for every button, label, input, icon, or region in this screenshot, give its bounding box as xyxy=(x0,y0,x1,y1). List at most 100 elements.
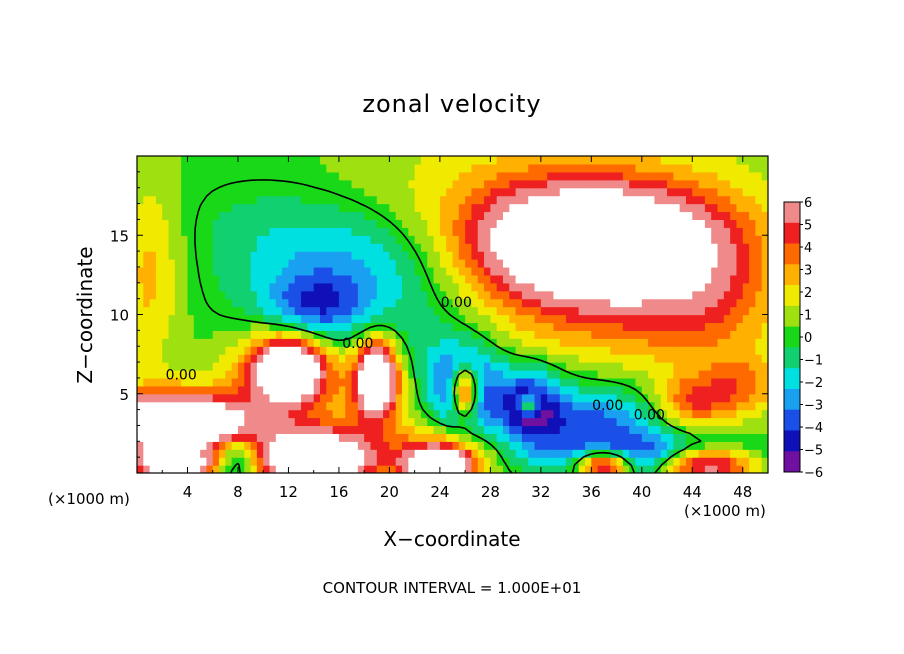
field-cell xyxy=(446,457,454,466)
field-cell xyxy=(528,211,536,220)
field-cell xyxy=(635,163,643,173)
field-cell xyxy=(244,219,252,228)
field-cell xyxy=(402,274,409,284)
field-cell xyxy=(540,163,548,173)
field-cell xyxy=(603,409,611,419)
field-cell xyxy=(370,449,378,458)
field-cell xyxy=(237,211,245,220)
field-cell xyxy=(212,251,220,260)
field-cell xyxy=(395,203,403,213)
field-cell xyxy=(572,441,580,450)
field-cell xyxy=(206,409,214,419)
field-cell xyxy=(578,385,586,395)
field-cell xyxy=(749,179,756,189)
field-cell xyxy=(591,441,599,450)
field-cell xyxy=(225,393,233,403)
field-cell xyxy=(345,243,353,252)
field-cell xyxy=(635,290,643,300)
field-cell xyxy=(477,457,485,466)
field-cell xyxy=(370,211,378,220)
field-cell xyxy=(168,211,176,220)
field-cell xyxy=(446,417,454,427)
field-cell xyxy=(275,227,283,236)
field-cell xyxy=(149,156,157,165)
field-cell xyxy=(420,274,428,284)
field-cell xyxy=(219,156,226,165)
field-cell xyxy=(200,306,208,316)
field-cell xyxy=(496,441,504,450)
field-cell xyxy=(187,235,195,244)
field-cell xyxy=(540,425,548,434)
field-cell xyxy=(667,369,674,379)
field-cell xyxy=(256,243,264,252)
field-cell xyxy=(484,195,491,205)
field-cell xyxy=(357,227,365,236)
field-cell xyxy=(446,243,454,252)
field-cell xyxy=(648,282,656,292)
field-cell xyxy=(622,409,630,419)
field-cell xyxy=(383,346,390,355)
field-cell xyxy=(736,227,744,236)
field-cell xyxy=(458,457,466,466)
field-cell xyxy=(509,290,517,300)
field-cell xyxy=(307,354,315,363)
field-cell xyxy=(414,290,422,300)
field-cell xyxy=(641,298,649,308)
field-cell xyxy=(237,409,245,419)
field-cell xyxy=(174,338,182,347)
field-cell xyxy=(326,243,334,252)
field-cell xyxy=(471,457,479,466)
field-cell xyxy=(294,417,302,427)
field-cell xyxy=(540,156,548,165)
field-cell xyxy=(237,156,245,165)
field-cell xyxy=(685,251,693,260)
field-cell xyxy=(622,203,630,213)
field-cell xyxy=(616,385,624,395)
field-cell xyxy=(256,322,264,331)
field-cell xyxy=(420,393,428,403)
field-cell xyxy=(692,393,700,403)
field-cell xyxy=(420,409,428,419)
field-cell xyxy=(200,385,208,395)
field-cell xyxy=(414,235,422,244)
field-cell xyxy=(427,377,435,387)
field-cell xyxy=(629,385,637,395)
field-cell xyxy=(187,457,195,466)
field-cell xyxy=(313,377,321,387)
field-cell xyxy=(187,377,195,387)
field-cell xyxy=(698,282,706,292)
field-cell xyxy=(465,362,473,371)
field-cell xyxy=(610,306,618,316)
field-cell xyxy=(566,195,573,205)
field-cell xyxy=(137,219,144,228)
field-cell xyxy=(648,203,656,213)
field-cell xyxy=(465,171,473,181)
field-cell xyxy=(610,290,618,300)
field-cell xyxy=(376,441,384,450)
field-cell xyxy=(566,171,573,181)
field-cell xyxy=(307,187,315,197)
field-cell xyxy=(521,298,529,308)
field-cell xyxy=(219,322,226,331)
field-cell xyxy=(521,259,529,268)
field-cell xyxy=(301,417,308,427)
field-cell xyxy=(212,417,220,427)
field-cell xyxy=(717,306,725,316)
field-cell xyxy=(540,219,548,228)
field-cell xyxy=(237,449,245,458)
field-cell xyxy=(616,274,624,284)
field-cell xyxy=(370,163,378,173)
field-cell xyxy=(685,409,693,419)
field-cell xyxy=(585,393,592,403)
field-cell xyxy=(162,346,170,355)
field-cell xyxy=(502,441,510,450)
field-cell xyxy=(553,156,561,165)
field-cell xyxy=(502,449,510,458)
field-cell xyxy=(749,195,756,205)
field-cell xyxy=(256,425,264,434)
field-cell xyxy=(566,235,573,244)
field-cell xyxy=(458,156,466,165)
field-cell xyxy=(515,433,523,442)
field-cell xyxy=(458,163,466,173)
field-cell xyxy=(648,227,656,236)
